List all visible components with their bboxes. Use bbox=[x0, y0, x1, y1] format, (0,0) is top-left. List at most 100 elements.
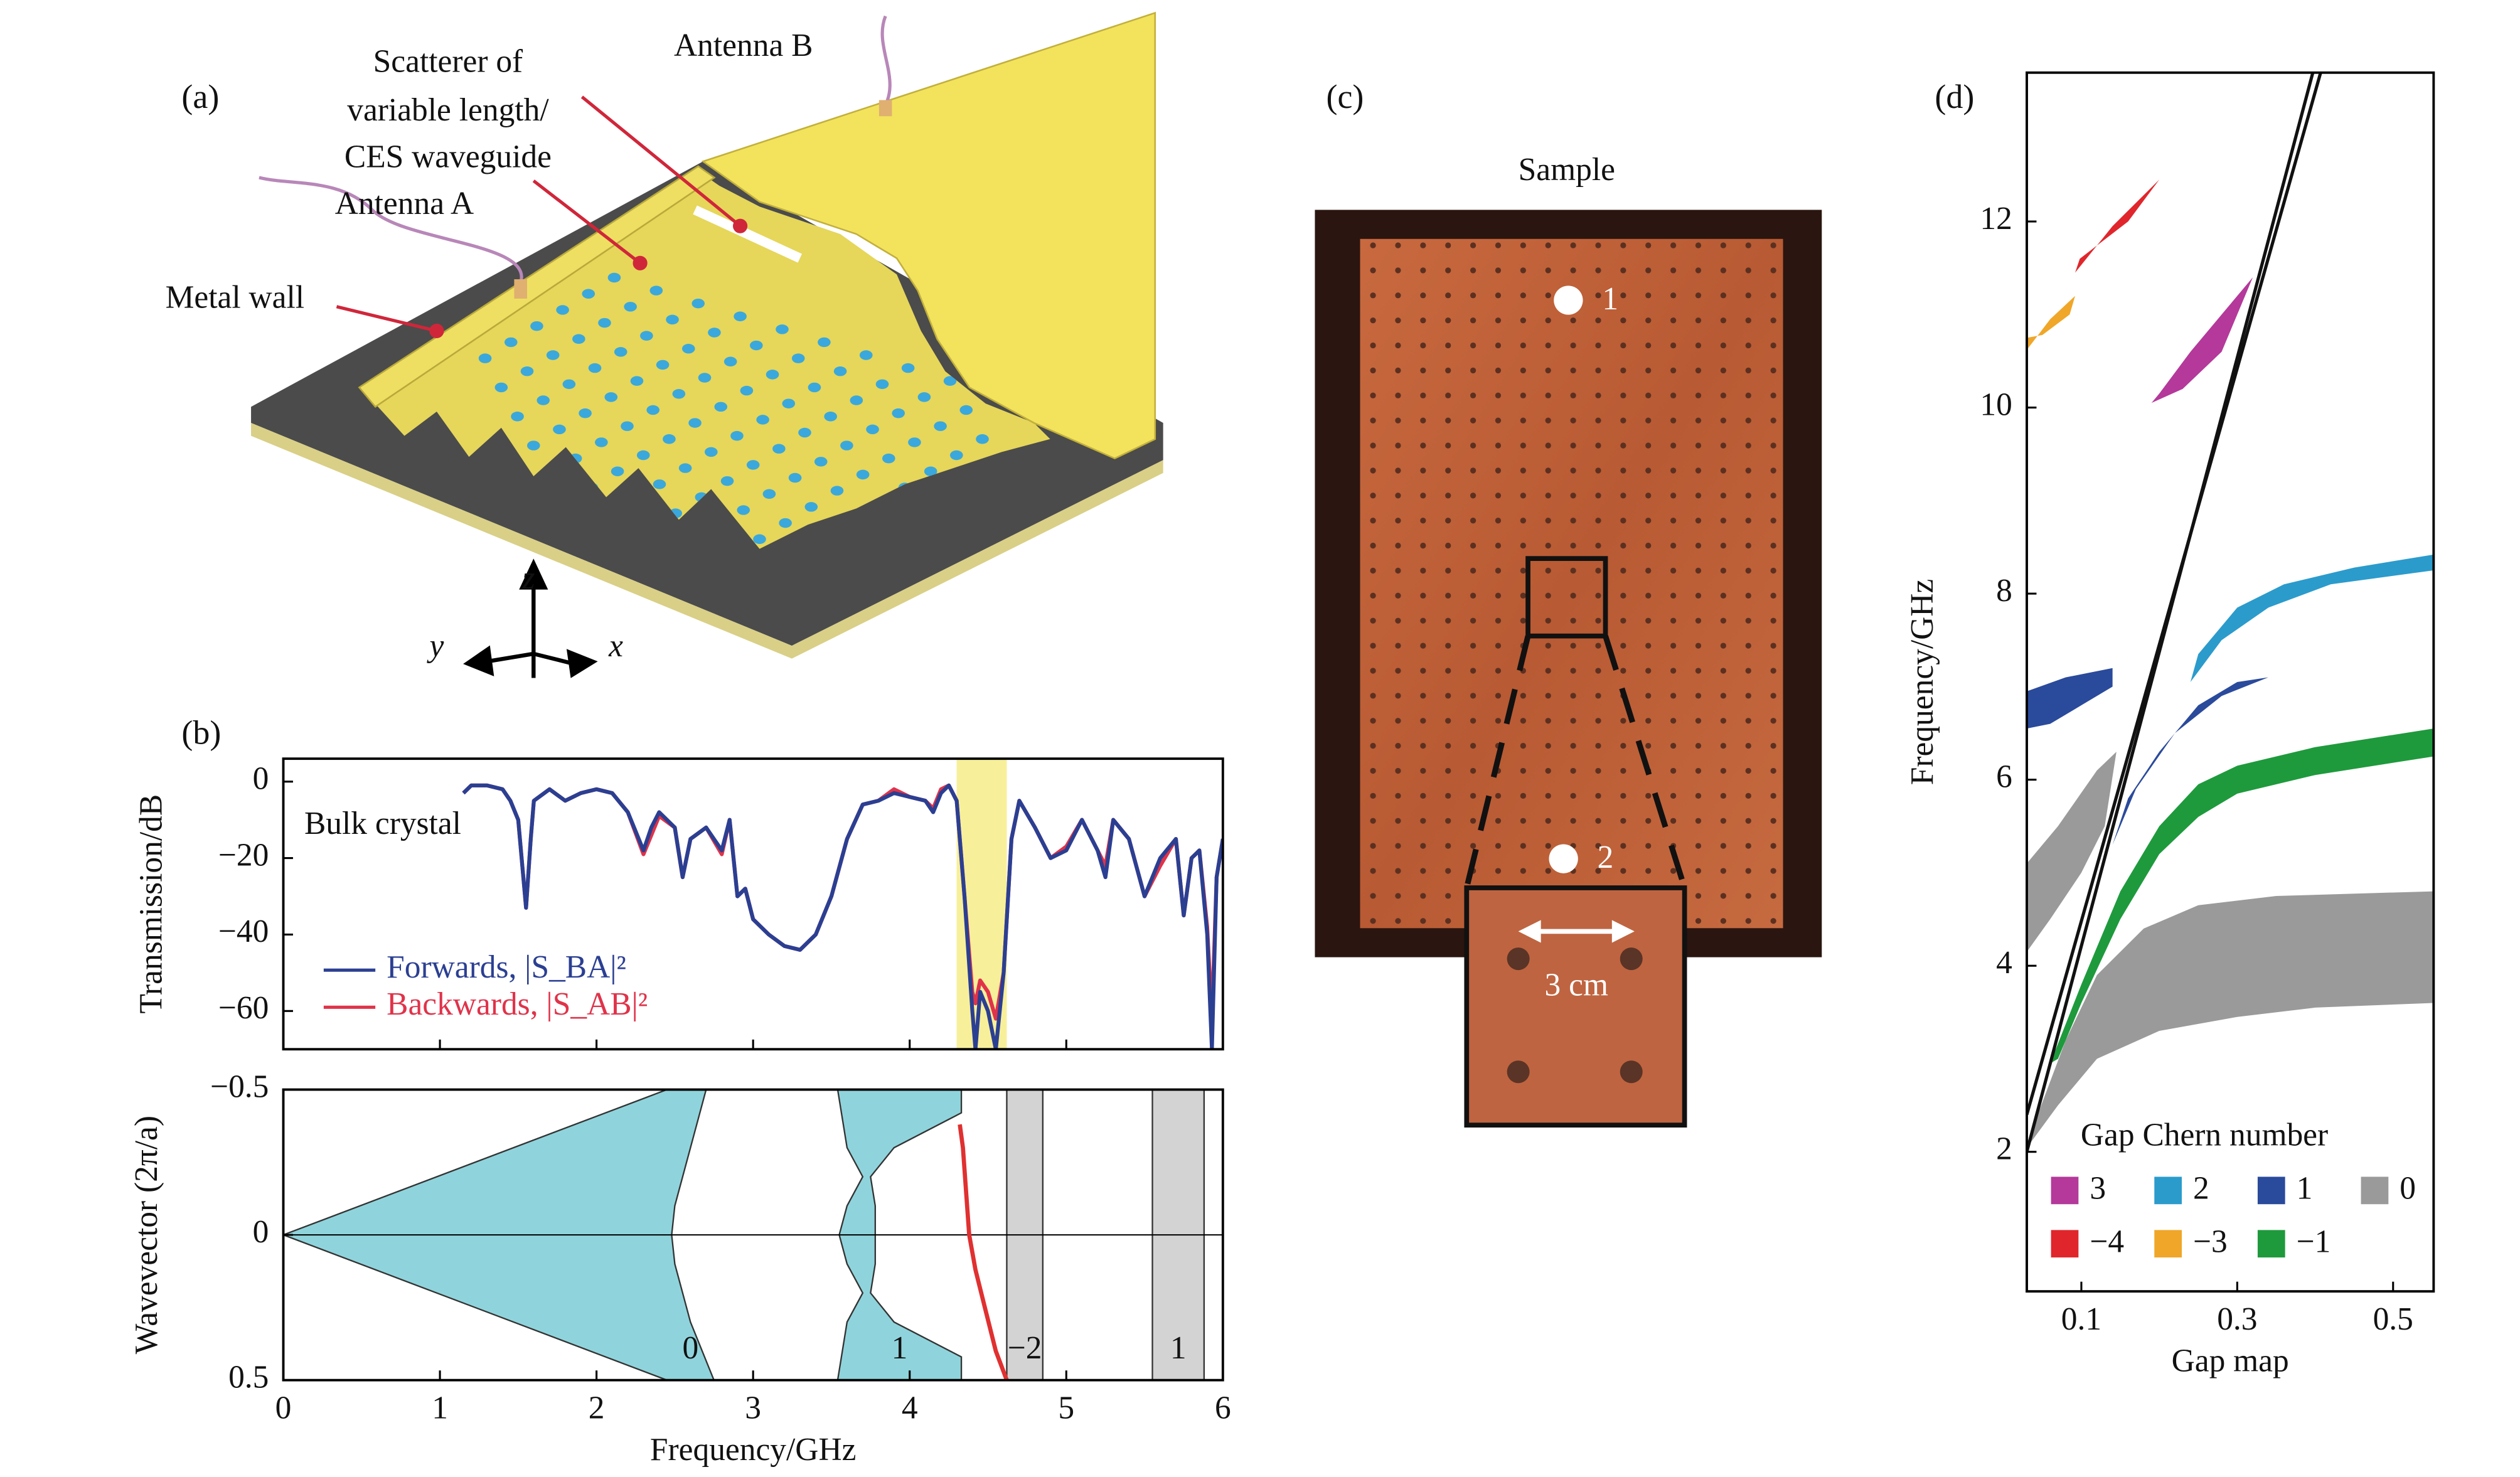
rod bbox=[1520, 868, 1526, 874]
rod bbox=[1595, 742, 1601, 749]
leader-line bbox=[580, 95, 742, 228]
pillar bbox=[944, 690, 957, 699]
rod bbox=[1445, 592, 1451, 599]
rod bbox=[1620, 947, 1643, 971]
rod bbox=[1620, 342, 1626, 349]
plot-frame bbox=[2026, 71, 2435, 1293]
pillar bbox=[598, 317, 611, 328]
rod bbox=[1620, 617, 1626, 624]
metal-wall bbox=[358, 165, 716, 408]
pillar bbox=[723, 356, 737, 366]
rod bbox=[1420, 617, 1426, 624]
rod bbox=[1395, 493, 1401, 499]
rod bbox=[1445, 542, 1451, 549]
rod bbox=[1595, 292, 1601, 299]
pillar bbox=[663, 434, 676, 444]
pillar bbox=[494, 382, 508, 393]
rod bbox=[1420, 342, 1426, 349]
rod bbox=[1545, 617, 1551, 624]
rod bbox=[1570, 818, 1576, 824]
arrow-head bbox=[1611, 920, 1635, 943]
rod bbox=[1720, 718, 1726, 724]
rod bbox=[1395, 818, 1401, 824]
pillar bbox=[527, 440, 540, 451]
pillar bbox=[859, 350, 873, 360]
zoom-inset bbox=[1464, 885, 1687, 1128]
scale-label: 3 cm bbox=[1545, 967, 1608, 1003]
rod bbox=[1670, 518, 1677, 524]
pillar bbox=[608, 586, 621, 595]
rod bbox=[1570, 442, 1576, 449]
rod bbox=[1620, 367, 1626, 374]
rod bbox=[1745, 918, 1751, 924]
rod bbox=[1545, 693, 1551, 699]
rod bbox=[1545, 868, 1551, 874]
scatterer bbox=[693, 205, 803, 263]
pillar bbox=[720, 476, 734, 486]
rod bbox=[1595, 367, 1601, 374]
y-tick-label: 10 bbox=[1980, 387, 2012, 422]
rod bbox=[1520, 493, 1526, 499]
pillar bbox=[753, 534, 766, 544]
rod bbox=[1370, 643, 1376, 649]
rod bbox=[1645, 467, 1652, 474]
rod bbox=[1445, 792, 1451, 799]
pillar bbox=[1063, 654, 1076, 663]
pillar bbox=[1105, 667, 1118, 676]
rod bbox=[1745, 542, 1751, 549]
pillar bbox=[856, 469, 870, 480]
pillar bbox=[885, 648, 899, 657]
rod bbox=[1370, 242, 1376, 248]
rod bbox=[1670, 592, 1677, 599]
pillar bbox=[666, 314, 679, 325]
rod bbox=[1370, 718, 1376, 724]
pillar bbox=[653, 479, 666, 489]
antenna-wire bbox=[259, 176, 523, 283]
rod bbox=[1620, 643, 1626, 649]
pillar bbox=[959, 405, 973, 415]
rod bbox=[1520, 417, 1526, 424]
rod bbox=[1745, 643, 1751, 649]
rod bbox=[1570, 693, 1576, 699]
rod bbox=[1445, 292, 1451, 299]
rod bbox=[1470, 267, 1476, 274]
rod bbox=[1545, 592, 1551, 599]
rod bbox=[1470, 767, 1476, 774]
rod bbox=[1445, 868, 1451, 874]
pillar bbox=[766, 370, 779, 380]
rod bbox=[1445, 367, 1451, 374]
edge-state bbox=[958, 1124, 1009, 1380]
rod bbox=[1395, 242, 1401, 248]
pillar bbox=[456, 250, 469, 260]
rod bbox=[1720, 542, 1726, 549]
rod bbox=[1370, 818, 1376, 824]
pillar bbox=[804, 502, 818, 512]
rod bbox=[1770, 317, 1776, 324]
rod bbox=[1470, 718, 1476, 724]
rod bbox=[1395, 317, 1401, 324]
port-label: 1 bbox=[1602, 281, 1618, 317]
rod bbox=[1395, 367, 1401, 374]
rod bbox=[1370, 668, 1376, 674]
rod bbox=[1720, 843, 1726, 849]
rod bbox=[1470, 417, 1476, 424]
pillar bbox=[537, 395, 550, 405]
rod bbox=[1595, 718, 1601, 724]
rod bbox=[1695, 493, 1702, 499]
rod bbox=[1370, 918, 1376, 924]
pillar bbox=[678, 463, 692, 473]
rod bbox=[1595, 342, 1601, 349]
rod bbox=[1520, 693, 1526, 699]
plot-area bbox=[2027, 72, 2434, 1153]
y-axis-label: Wavevector (2π/a) bbox=[129, 1116, 164, 1354]
rod bbox=[1570, 668, 1576, 674]
rod bbox=[1770, 843, 1776, 849]
rod bbox=[1720, 592, 1726, 599]
legend-swatch bbox=[2051, 1176, 2079, 1205]
axis-name: z bbox=[522, 560, 535, 596]
rod bbox=[1495, 242, 1502, 248]
pillar bbox=[1040, 550, 1054, 560]
rod bbox=[1545, 643, 1551, 649]
rod bbox=[1720, 567, 1726, 574]
